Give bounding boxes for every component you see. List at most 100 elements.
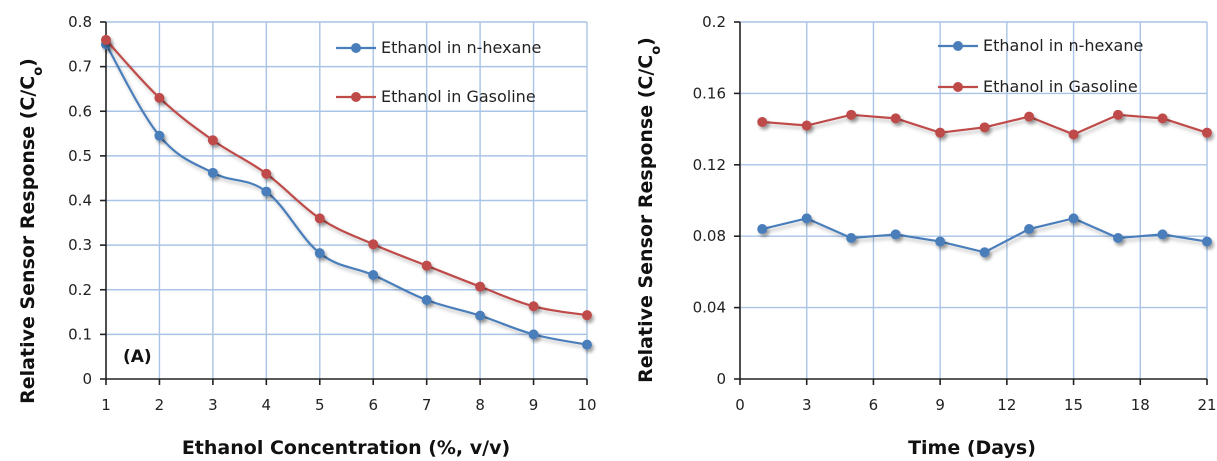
data-point (1024, 224, 1035, 235)
data-point (1113, 109, 1124, 120)
data-point (261, 186, 272, 197)
legend-item: Ethanol in Gasoline (938, 77, 1138, 96)
legend: Ethanol in n-hexane Ethanol in Gasoline (336, 38, 541, 106)
legend-item: Ethanol in Gasoline (336, 87, 536, 106)
data-point (101, 34, 111, 45)
y-tick-label: 0 (82, 370, 92, 388)
data-point (1202, 127, 1212, 138)
legend-item: Ethanol in n-hexane (938, 36, 1143, 55)
data-point (846, 109, 857, 120)
data-point (1068, 213, 1079, 224)
data-point (582, 339, 592, 350)
series-gasoline (757, 109, 1212, 140)
data-point (314, 213, 325, 224)
x-axis-title: Ethanol Concentration (%, v/v) (182, 437, 510, 459)
x-tick-label: 18 (1131, 396, 1150, 414)
legend-label: Ethanol in Gasoline (381, 87, 536, 106)
data-point (757, 116, 768, 127)
tick-labels: 0 0.1 0.2 0.3 0.4 0.5 0.6 0.7 0.8 1 2 3 4 5 6 7 8 9 10 (68, 13, 596, 414)
y-tick-label: 0.5 (68, 147, 92, 165)
legend-label: Ethanol in n-hexane (381, 38, 541, 57)
y-tick-label: 0.6 (68, 102, 92, 120)
data-point (846, 232, 857, 243)
data-series (101, 34, 592, 350)
x-tick-label: 12 (997, 396, 1016, 414)
y-tick-label: 0.4 (68, 192, 92, 210)
data-point (261, 168, 272, 179)
series-line (105, 43, 588, 346)
data-point (890, 229, 901, 240)
grid-lines (106, 21, 588, 379)
data-point (1157, 229, 1168, 240)
axes (100, 21, 588, 385)
x-tick-label: 8 (475, 396, 485, 414)
legend-marker (351, 43, 361, 53)
chart-panel-a: 0 0.1 0.2 0.3 0.4 0.5 0.6 0.7 0.8 1 2 3 4 5 6 7 8 9 10 Eth… (17, 13, 597, 459)
data-point (207, 135, 218, 146)
y-tick-label: 0.3 (68, 236, 92, 254)
data-point (1202, 236, 1212, 247)
x-tick-label: 7 (422, 396, 432, 414)
data-point (421, 260, 432, 271)
x-tick-label: 9 (935, 396, 945, 414)
y-tick-label: 0 (716, 370, 726, 388)
y-tick-label: 0.1 (68, 325, 92, 343)
legend-label: Ethanol in n-hexane (983, 36, 1143, 55)
chart-panel-b: 0 0.04 0.08 0.12 0.16 0.2 0 3 6 9 12 15 18 21 Ethanol… (635, 13, 1217, 459)
y-tick-label: 0.8 (68, 13, 92, 31)
data-point (979, 122, 990, 133)
x-tick-label: 1 (101, 396, 111, 414)
y-tick-label: 0.7 (68, 58, 92, 76)
data-point (757, 224, 768, 235)
x-tick-label: 10 (577, 396, 596, 414)
panel-label: (A) (123, 347, 152, 367)
data-point (207, 167, 218, 178)
x-tick-label: 0 (735, 396, 745, 414)
legend: Ethanol in n-hexane Ethanol in Gasoline (938, 36, 1143, 96)
x-tick-label: 3 (802, 396, 812, 414)
data-point (368, 239, 379, 250)
data-series (757, 109, 1212, 258)
series-gasoline (101, 34, 592, 321)
x-tick-label: 21 (1197, 396, 1216, 414)
axes (734, 21, 1208, 385)
x-tick-label: 6 (869, 396, 879, 414)
data-point (582, 310, 592, 321)
data-point (801, 213, 812, 224)
y-tick-label: 0.04 (693, 299, 726, 317)
y-tick-label: 0.16 (693, 84, 726, 102)
x-tick-label: 9 (529, 396, 539, 414)
data-point (475, 281, 486, 292)
x-tick-label: 3 (208, 396, 218, 414)
data-point (1024, 111, 1035, 122)
y-tick-label: 0.08 (693, 227, 726, 245)
data-point (1068, 129, 1079, 140)
tick-labels: 0 0.04 0.08 0.12 0.16 0.2 0 3 6 9 12 15 18 21 (693, 13, 1217, 414)
data-point (368, 270, 379, 281)
data-point (314, 248, 325, 259)
y-tick-label: 0.2 (68, 281, 92, 299)
legend-item: Ethanol in n-hexane (336, 38, 541, 57)
data-point (801, 120, 812, 131)
x-tick-label: 6 (368, 396, 378, 414)
data-point (979, 247, 990, 258)
y-axis-title: Relative Sensor Response (C/Co) (17, 58, 46, 404)
x-tick-label: 15 (1064, 396, 1083, 414)
series-line (105, 39, 588, 317)
x-axis-title: Time (Days) (908, 437, 1036, 459)
legend-marker (351, 92, 361, 102)
data-point (890, 113, 901, 124)
data-point (475, 310, 486, 321)
x-tick-label: 4 (262, 396, 272, 414)
legend-marker (953, 41, 963, 51)
data-point (528, 301, 539, 312)
data-point (935, 236, 946, 247)
y-tick-label: 0.2 (702, 13, 726, 31)
y-axis-title: Relative Sensor Response (C/Co) (635, 37, 664, 383)
series-n-hexane (101, 39, 592, 350)
data-point (154, 130, 165, 141)
series-n-hexane (757, 213, 1212, 258)
y-tick-label: 0.12 (693, 156, 726, 174)
data-point (528, 329, 539, 340)
